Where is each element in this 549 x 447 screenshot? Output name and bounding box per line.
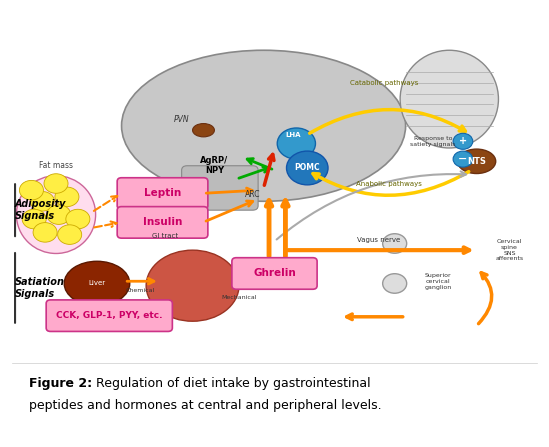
Ellipse shape [457, 149, 496, 173]
Text: Response to
satiety signals: Response to satiety signals [410, 136, 456, 147]
Circle shape [287, 151, 328, 185]
Text: PVN: PVN [174, 114, 189, 123]
Circle shape [44, 174, 68, 193]
Ellipse shape [121, 50, 406, 201]
Circle shape [22, 209, 46, 229]
Text: LHA: LHA [286, 132, 301, 138]
FancyBboxPatch shape [117, 178, 208, 209]
Text: Liver: Liver [88, 280, 105, 287]
Circle shape [383, 234, 407, 253]
Text: Regulation of diet intake by gastrointestinal: Regulation of diet intake by gastrointes… [92, 377, 370, 390]
Circle shape [19, 181, 43, 200]
Text: Mechanical: Mechanical [221, 295, 257, 299]
Text: Fat mass: Fat mass [39, 161, 73, 170]
FancyBboxPatch shape [117, 207, 208, 238]
Circle shape [58, 225, 82, 245]
Circle shape [33, 223, 57, 242]
Text: Vagus nerve: Vagus nerve [357, 237, 400, 244]
Circle shape [55, 187, 79, 207]
Ellipse shape [146, 250, 239, 321]
Ellipse shape [64, 261, 130, 306]
Text: POMC: POMC [294, 164, 320, 173]
Ellipse shape [193, 123, 215, 137]
Text: Catabolic pathways: Catabolic pathways [350, 80, 418, 86]
Text: GI tract: GI tract [152, 233, 178, 239]
Text: Ghrelin: Ghrelin [253, 268, 296, 278]
Text: AgRP/
NPY: AgRP/ NPY [200, 156, 228, 176]
Circle shape [453, 151, 473, 167]
Text: Satiation
Signals: Satiation Signals [15, 277, 65, 299]
FancyBboxPatch shape [182, 166, 258, 210]
Ellipse shape [400, 50, 498, 148]
FancyBboxPatch shape [46, 300, 172, 331]
Text: ARC: ARC [245, 190, 260, 199]
Text: Chemical: Chemical [126, 288, 155, 293]
Text: NTS: NTS [467, 157, 486, 166]
Text: Superior
cervical
ganglion: Superior cervical ganglion [425, 273, 452, 290]
Circle shape [277, 128, 316, 159]
Circle shape [66, 209, 90, 229]
Circle shape [47, 205, 71, 224]
Text: −: − [458, 154, 468, 164]
Text: Insulin: Insulin [143, 217, 182, 227]
Circle shape [383, 274, 407, 293]
Text: Adiposity
Signals: Adiposity Signals [15, 199, 66, 221]
Text: Leptin: Leptin [144, 188, 181, 198]
Text: Anabolic pathways: Anabolic pathways [356, 181, 422, 187]
Text: +: + [459, 136, 467, 146]
Text: Figure 2:: Figure 2: [29, 377, 92, 390]
Text: CCK, GLP-1, PYY, etc.: CCK, GLP-1, PYY, etc. [57, 311, 163, 320]
Circle shape [453, 133, 473, 149]
Text: peptides and hormones at central and peripheral levels.: peptides and hormones at central and per… [29, 399, 382, 412]
Text: Cervical
spine
SNS
afferents: Cervical spine SNS afferents [495, 239, 523, 261]
FancyBboxPatch shape [232, 258, 317, 289]
Ellipse shape [16, 176, 96, 253]
Circle shape [30, 191, 54, 211]
